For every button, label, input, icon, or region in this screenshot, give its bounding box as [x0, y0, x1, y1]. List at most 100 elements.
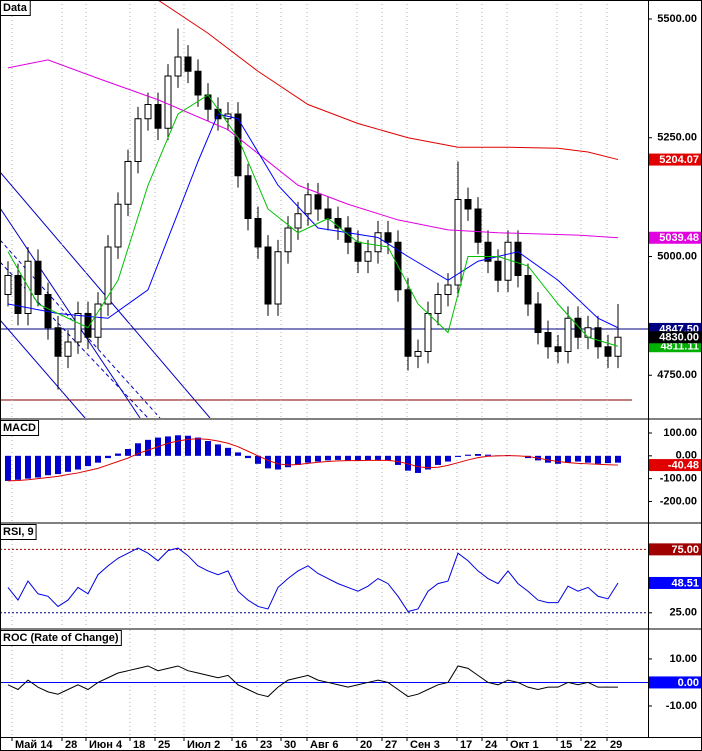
- candle-body: [84, 313, 92, 338]
- panel-title: ROC (Rate of Change): [3, 632, 119, 644]
- x-tick-label: 17: [460, 739, 472, 751]
- histogram-bar: [615, 455, 621, 463]
- candle-body: [4, 275, 12, 295]
- y-tick-label: 4750.00: [657, 369, 697, 381]
- histogram-bar: [385, 455, 391, 461]
- candle-body: [574, 317, 582, 338]
- price-tag-label: -40.48: [668, 459, 699, 471]
- histogram-bar: [355, 455, 361, 461]
- x-tick-label: 25: [158, 739, 170, 751]
- histogram-bar: [185, 435, 191, 456]
- candle-body: [344, 227, 352, 243]
- histogram-bar: [405, 455, 411, 471]
- y-tick-label: 5000.00: [657, 250, 697, 262]
- candle-body: [514, 241, 522, 276]
- histogram-bar: [55, 455, 61, 475]
- histogram-bar: [415, 455, 421, 473]
- candle-body: [484, 241, 492, 262]
- x-tick-label: Сен 3: [410, 739, 440, 751]
- y-tick-label: -100.00: [660, 473, 697, 485]
- histogram-bar: [95, 455, 101, 463]
- y-tick-label: 5500.00: [657, 13, 697, 25]
- price-tag-label: 5039.48: [659, 232, 699, 244]
- moving-average: [157, 0, 619, 161]
- candle-body: [74, 313, 82, 343]
- histogram-bar: [85, 455, 91, 467]
- x-tick-label: 30: [284, 739, 296, 751]
- price-tag: [649, 459, 702, 472]
- indicator-line: [7, 665, 619, 698]
- histogram-bar: [345, 455, 351, 461]
- candle-body: [254, 218, 262, 248]
- histogram-bar: [105, 455, 111, 459]
- candle-body: [454, 199, 462, 286]
- y-tick-label: -200.00: [660, 495, 697, 507]
- histogram-bar: [205, 440, 211, 456]
- candle-body: [364, 251, 372, 262]
- candle-body: [534, 303, 542, 333]
- x-tick-label: 22: [584, 739, 596, 751]
- candle-body: [284, 227, 292, 253]
- x-tick-label: 20: [360, 739, 372, 751]
- candle-body: [354, 241, 362, 262]
- x-tick-label: Июн 4: [89, 739, 123, 751]
- y-tick-label: 25.00: [669, 607, 697, 619]
- candle-body: [614, 336, 622, 357]
- candle-body: [424, 313, 432, 352]
- moving-average: [7, 94, 619, 347]
- histogram-bar: [555, 455, 561, 464]
- histogram-bar: [45, 455, 51, 476]
- candle-body: [604, 346, 612, 357]
- candle-body: [104, 246, 112, 305]
- histogram-bar: [15, 455, 21, 480]
- histogram-bar: [395, 455, 401, 465]
- histogram-bar: [25, 455, 31, 479]
- candle-body: [54, 327, 62, 357]
- candle-body: [404, 289, 412, 357]
- price-tag: [649, 576, 702, 589]
- trend-line: [0, 319, 86, 418]
- histogram-bar: [135, 443, 141, 456]
- price-tag-label: 0.00: [678, 677, 699, 689]
- histogram-bar: [605, 455, 611, 464]
- candle-body: [544, 332, 552, 348]
- candle-body: [414, 351, 422, 357]
- panel-title: MACD: [3, 422, 36, 434]
- histogram-bar: [485, 454, 491, 456]
- moving-average: [7, 59, 619, 239]
- candle-body: [94, 303, 102, 338]
- candle-body: [334, 218, 342, 229]
- histogram-bar: [455, 455, 461, 457]
- candle-body: [164, 75, 172, 129]
- histogram-bar: [275, 455, 281, 470]
- histogram-bar: [435, 455, 441, 465]
- histogram-bar: [575, 455, 581, 462]
- x-tick-label: Июл 2: [187, 739, 220, 751]
- histogram-bar: [475, 454, 481, 456]
- candle-body: [324, 208, 332, 219]
- histogram-bar: [565, 455, 571, 463]
- histogram-bar: [115, 453, 121, 456]
- price-tag-label: 5204.07: [659, 154, 699, 166]
- y-tick-label: 100.00: [663, 427, 697, 439]
- candle-body: [244, 175, 252, 219]
- candle-body: [594, 327, 602, 348]
- x-tick-label: 27: [385, 739, 397, 751]
- x-tick-label: 28: [65, 739, 77, 751]
- histogram-bar: [75, 455, 81, 470]
- histogram-bar: [325, 455, 331, 461]
- histogram-bar: [125, 448, 131, 456]
- histogram-bar: [195, 437, 201, 456]
- candle-body: [154, 104, 162, 129]
- price-tag: [649, 543, 702, 556]
- price-tag-label: 4830.00: [659, 332, 699, 344]
- x-tick-label: Окт 1: [510, 739, 539, 751]
- y-tick-label: 0.00: [676, 450, 697, 462]
- histogram-bar: [425, 455, 431, 470]
- candle-body: [14, 275, 22, 314]
- y-tick-label: -10.00: [666, 700, 697, 712]
- histogram-bar: [145, 439, 151, 456]
- candle-body: [184, 56, 192, 72]
